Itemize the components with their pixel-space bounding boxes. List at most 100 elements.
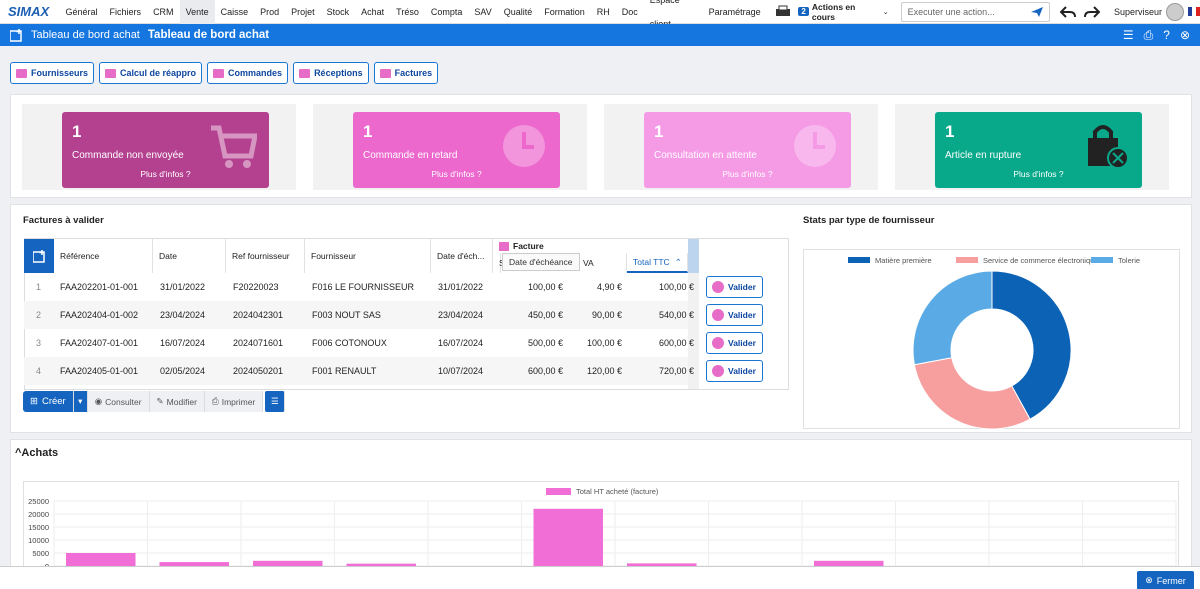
kpi-more-link[interactable]: Plus d'infos ? <box>140 169 191 179</box>
validate-button[interactable]: Valider <box>706 360 763 382</box>
menu-item-vente[interactable]: Vente <box>179 0 215 24</box>
actions-count-badge[interactable]: 2 <box>798 7 809 16</box>
bar[interactable] <box>159 562 230 566</box>
bar[interactable] <box>346 563 417 566</box>
menu-item-projet[interactable]: Projet <box>291 6 315 17</box>
quick-button-0[interactable]: Fournisseurs <box>10 62 95 84</box>
menu-item-espace-client[interactable]: Espace client <box>644 0 703 36</box>
column-header[interactable]: S <box>493 253 505 273</box>
undo-icon[interactable] <box>1060 5 1077 19</box>
menu-item-caisse[interactable]: Caisse <box>220 6 249 17</box>
quick-button-2[interactable]: Commandes <box>207 62 289 84</box>
quick-button-4[interactable]: Factures <box>373 62 439 84</box>
redo-icon[interactable] <box>1084 5 1100 19</box>
menu-item-g-n-ral[interactable]: Général <box>65 6 98 17</box>
menu-item-achat[interactable]: Achat <box>361 6 385 17</box>
column-header[interactable]: Total TTC ⌃ <box>627 253 688 273</box>
donut-slice[interactable] <box>912 270 993 366</box>
grid-add-button[interactable] <box>24 239 54 273</box>
column-header[interactable]: Ref fournisseur <box>226 239 305 273</box>
menu-item-crm[interactable]: CRM <box>153 6 174 17</box>
validate-button[interactable]: Valider <box>706 304 763 326</box>
print-button[interactable]: ⎙ Imprimer <box>204 391 264 412</box>
simax-logo[interactable]: SIMAX <box>8 4 50 19</box>
bar[interactable] <box>253 560 323 566</box>
consult-button[interactable]: ◉ Consulter <box>87 391 150 412</box>
kpi-card[interactable]: 1 Commande non envoyée Plus d'infos ? <box>62 112 269 188</box>
table-row[interactable]: 2 FAA202404-01-002 23/04/2024 2024042301 F00… <box>24 301 694 329</box>
menu-item-rh[interactable]: RH <box>596 6 610 17</box>
legend-swatch <box>546 488 571 495</box>
cell-ht: 600,00 € <box>527 366 563 376</box>
french-flag-icon[interactable] <box>1188 7 1200 16</box>
consult-label: Consulter <box>105 396 142 407</box>
user-menu[interactable]: Superviseur <box>1114 2 1200 21</box>
bar[interactable] <box>814 560 884 566</box>
column-header[interactable]: Référence <box>54 239 153 273</box>
column-header[interactable]: Date <box>153 239 226 273</box>
donut-slice[interactable] <box>991 270 1072 420</box>
kpi-more-link[interactable]: Plus d'infos ? <box>722 169 773 179</box>
menu-item-qualit-[interactable]: Qualité <box>503 6 533 17</box>
column-header[interactable]: Fournisseur <box>305 239 431 273</box>
bar[interactable] <box>627 563 697 566</box>
close-button[interactable]: ⊗ Fermer <box>1137 571 1194 589</box>
table-row[interactable]: 1 FAA202201-01-001 31/01/2022 F20220023 F016… <box>24 273 694 301</box>
sort-asc-icon[interactable]: ⌃ <box>674 256 682 267</box>
validate-button[interactable]: Valider <box>706 332 763 354</box>
create-button[interactable]: ⊞ Créer <box>23 391 74 412</box>
avatar[interactable] <box>1166 2 1184 21</box>
quick-button-3[interactable]: Réceptions <box>293 62 369 84</box>
pencil-icon: ✎ <box>156 396 164 406</box>
menu-item-prod[interactable]: Prod <box>260 6 280 17</box>
bar[interactable] <box>533 508 604 566</box>
quick-button-1[interactable]: Calcul de réappro <box>99 62 203 84</box>
column-header[interactable]: Date d'éch... <box>431 239 493 273</box>
menu-item-doc[interactable]: Doc <box>621 6 638 17</box>
cell-ech: 31/01/2022 <box>438 282 484 292</box>
menu-item-compta[interactable]: Compta <box>430 6 463 17</box>
actions-dropdown[interactable]: Actions en cours <box>811 1 856 22</box>
kpi-more-link[interactable]: Plus d'infos ? <box>1013 169 1064 179</box>
menu-item-stock[interactable]: Stock <box>326 6 350 17</box>
column-header[interactable]: VA <box>577 253 627 273</box>
table-row[interactable]: 3 FAA202407-01-001 16/07/2024 2024071601 F00… <box>24 329 694 357</box>
kpi-card[interactable]: 1 Commande en retard Plus d'infos ? <box>353 112 560 188</box>
check-circle-icon <box>712 309 724 321</box>
menu-item-formation[interactable]: Formation <box>544 6 585 17</box>
menu-item-param-trage[interactable]: Paramétrage <box>708 6 761 17</box>
send-icon[interactable] <box>1031 6 1044 17</box>
print-icon[interactable]: ⎙ <box>1143 27 1154 42</box>
purchases-title[interactable]: ^Achats <box>15 447 59 459</box>
cell-ref: FAA202201-01-001 <box>60 282 139 292</box>
menu-icon[interactable]: ☰ <box>1122 27 1134 42</box>
action-search-input[interactable]: Executer une action... <box>900 1 1051 22</box>
bar[interactable] <box>66 553 136 566</box>
create-dropdown-button[interactable]: ▾ <box>73 391 88 412</box>
close-icon[interactable]: ⊗ <box>1179 27 1190 42</box>
cell-ht: 450,00 € <box>527 310 563 320</box>
modify-button[interactable]: ✎ Modifier <box>149 391 205 412</box>
clock-icon <box>503 125 545 167</box>
donut-slice[interactable] <box>913 357 1031 430</box>
grid-menu-button[interactable]: ☰ <box>265 391 286 412</box>
legend-swatch <box>956 257 978 263</box>
menu-item-sav[interactable]: SAV <box>474 6 492 17</box>
table-row[interactable]: 4 FAA202405-01-001 02/05/2024 2024050201 F00… <box>24 357 694 385</box>
kpi-card[interactable]: 1 Consultation en attente Plus d'infos ? <box>644 112 851 188</box>
kpi-card[interactable]: 1 Article en rupture Plus d'infos ? <box>935 112 1142 188</box>
kpi-label: Commande en retard <box>363 150 458 161</box>
page-title: Tableau de bord achat <box>147 29 270 41</box>
printer-icon[interactable] <box>775 5 791 19</box>
kpi-more-link[interactable]: Plus d'infos ? <box>431 169 482 179</box>
add-tab-icon[interactable] <box>10 28 23 42</box>
chevron-down-icon[interactable]: ⌄ <box>882 8 889 16</box>
validate-label: Valider <box>728 338 756 348</box>
help-icon[interactable]: ? <box>1163 27 1170 42</box>
menu-item-tr-so[interactable]: Tréso <box>396 6 419 17</box>
grid-scrollbar[interactable] <box>688 239 699 389</box>
check-circle-icon <box>712 365 724 377</box>
menu-item-fichiers[interactable]: Fichiers <box>109 6 142 17</box>
cell-ttc: 600,00 € <box>658 338 694 348</box>
validate-button[interactable]: Valider <box>706 276 763 298</box>
